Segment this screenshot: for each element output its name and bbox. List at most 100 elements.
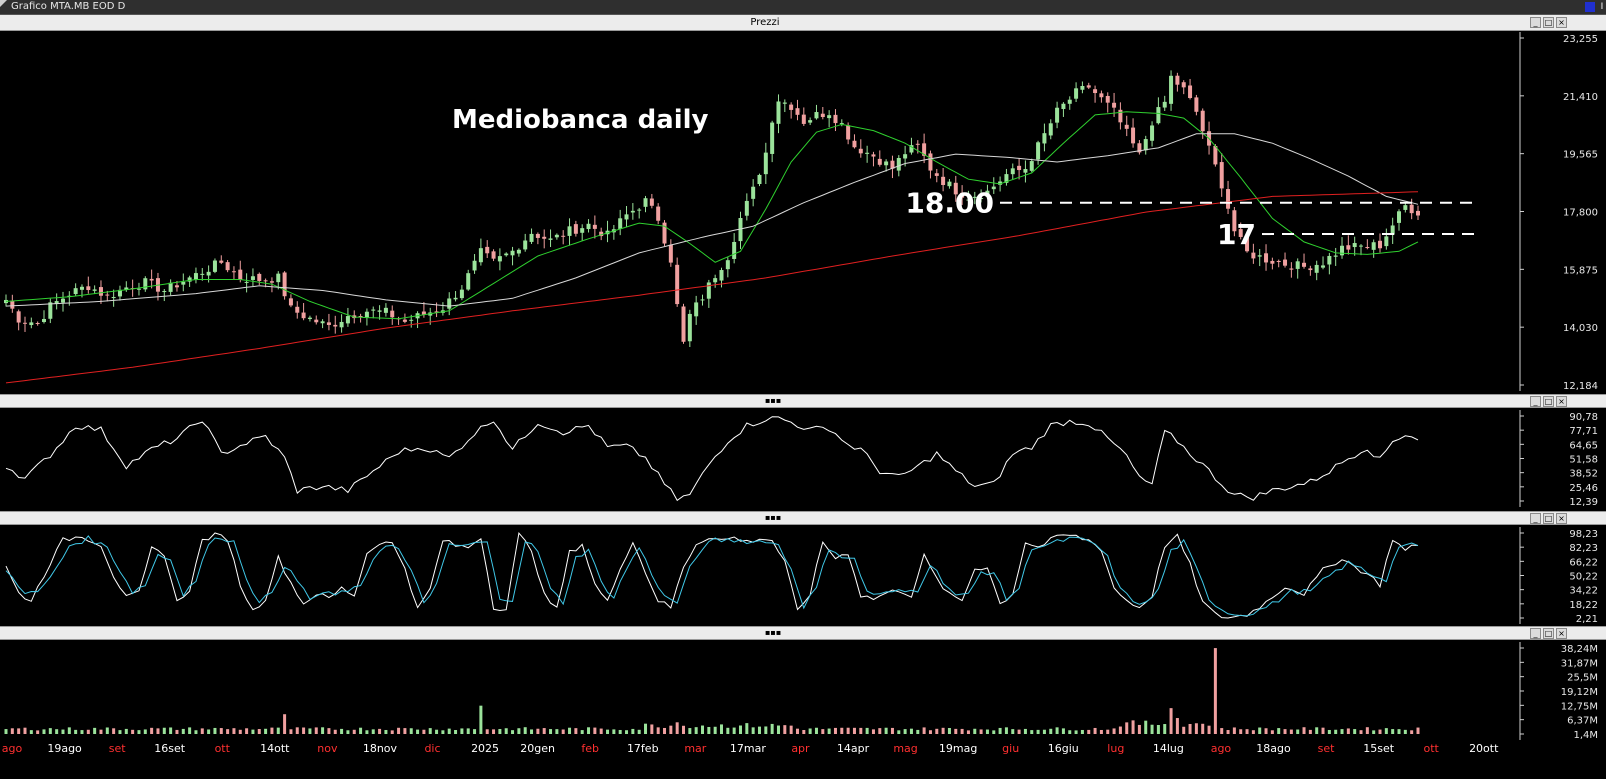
candle-body (947, 181, 952, 187)
volume-bar (1378, 729, 1382, 734)
volume-bar (701, 725, 705, 734)
volume-bar (631, 728, 635, 734)
volume-bar (1055, 727, 1059, 734)
volume-bar (903, 729, 907, 734)
window-title-bar[interactable]: Grafico MTA.MB EOD D I (0, 0, 1606, 15)
candle-body (231, 271, 236, 273)
volume-bar (1232, 727, 1236, 734)
volume-bar (517, 728, 521, 734)
volume-bar (245, 728, 249, 734)
pin-icon[interactable]: I (1600, 2, 1604, 12)
candle-body (339, 321, 344, 328)
x-tick-label: giu (1002, 742, 1019, 755)
volume-bar (371, 729, 375, 734)
volume-bar (928, 730, 932, 734)
candle-body (1188, 85, 1193, 99)
candle-body (1156, 107, 1161, 124)
volume-bar (295, 727, 299, 734)
pane-separator-2[interactable]: ▪▪▪ _ □ × (0, 511, 1606, 525)
volume-bar (1296, 729, 1300, 734)
volume-bar (473, 729, 477, 734)
candle-body (453, 297, 458, 300)
volume-bar (745, 723, 749, 734)
candle-body (1219, 162, 1224, 189)
minimize-icon[interactable]: _ (1530, 628, 1541, 639)
volume-bar (1270, 730, 1274, 734)
candle-body (402, 319, 407, 322)
drag-handle-icon[interactable]: ▪▪▪ (765, 513, 782, 522)
volume-bar (175, 729, 179, 734)
volume-bar (283, 714, 287, 734)
volume-bar (1004, 727, 1008, 734)
candle-body (320, 321, 325, 324)
volume-bar (530, 729, 534, 734)
volume-bar (764, 726, 768, 734)
x-tick-label: 20gen (520, 742, 555, 755)
pane-separator-3[interactable]: ▪▪▪ _ □ × (0, 626, 1606, 640)
volume-bar (384, 729, 388, 734)
maximize-icon[interactable]: □ (1543, 513, 1554, 524)
candle-body (326, 322, 331, 325)
volume-bar (17, 728, 21, 734)
candle-body (979, 198, 984, 200)
candle-body (276, 273, 281, 283)
candle-body (478, 248, 483, 263)
color-icon[interactable] (1585, 2, 1595, 12)
close-icon[interactable]: × (1556, 396, 1567, 407)
candle-body (1276, 260, 1281, 262)
volume-bar (23, 727, 27, 734)
x-tick-label: lug (1107, 742, 1124, 755)
pane-separator-1[interactable]: ▪▪▪ _ □ × (0, 394, 1606, 408)
volume-bar (169, 727, 173, 734)
volume-bar (188, 727, 192, 734)
volume-bar (707, 726, 711, 734)
candle-body (143, 278, 148, 290)
volume-bar (738, 725, 742, 734)
candle-body (1143, 139, 1148, 151)
volume-bar (985, 729, 989, 734)
y-tick-label: 38,24M (1561, 644, 1598, 655)
y-tick-label: 12,39 (1569, 497, 1598, 508)
volume-bar (511, 730, 515, 734)
volume-bar (150, 727, 154, 734)
drag-handle-icon[interactable]: ▪▪▪ (765, 628, 782, 637)
drag-handle-icon[interactable]: ▪▪▪ (765, 396, 782, 405)
volume-bar (1137, 724, 1141, 734)
candle-body (922, 143, 927, 156)
volume-bar (1118, 726, 1122, 734)
volume-bar (1283, 729, 1287, 734)
close-icon[interactable]: × (1556, 513, 1567, 524)
y-tick-label: 12,184 (1563, 381, 1598, 392)
oscillator-line (5, 416, 1419, 502)
candle-body (960, 192, 965, 198)
minimize-icon[interactable]: _ (1530, 396, 1541, 407)
candle-body (637, 209, 642, 211)
candle-body (706, 282, 711, 299)
minimize-icon[interactable]: _ (1530, 513, 1541, 524)
volume-bar (1277, 728, 1281, 734)
volume-bar (922, 727, 926, 734)
maximize-icon[interactable]: □ (1543, 628, 1554, 639)
y-tick-label: 17,800 (1563, 208, 1598, 219)
maximize-icon[interactable]: □ (1543, 396, 1554, 407)
candle-body (1048, 123, 1053, 136)
volume-bar (1213, 648, 1217, 734)
candle-body (4, 299, 8, 304)
volume-bar (599, 728, 603, 734)
volume-bar (1087, 729, 1091, 734)
candle-body (1162, 101, 1167, 108)
close-icon[interactable]: × (1556, 17, 1567, 28)
minimize-icon[interactable]: _ (1530, 17, 1541, 28)
candle-body (1099, 93, 1104, 98)
level-label: 18.00 (905, 187, 994, 220)
volume-bar (1169, 708, 1173, 734)
candle-body (1409, 204, 1414, 214)
candle-body (599, 231, 604, 237)
close-icon[interactable]: × (1556, 628, 1567, 639)
volume-bar (29, 730, 33, 734)
maximize-icon[interactable]: □ (1543, 17, 1554, 28)
candle-body (1023, 169, 1028, 173)
y-tick-label: 14,030 (1563, 323, 1598, 334)
candle-body (896, 157, 901, 171)
